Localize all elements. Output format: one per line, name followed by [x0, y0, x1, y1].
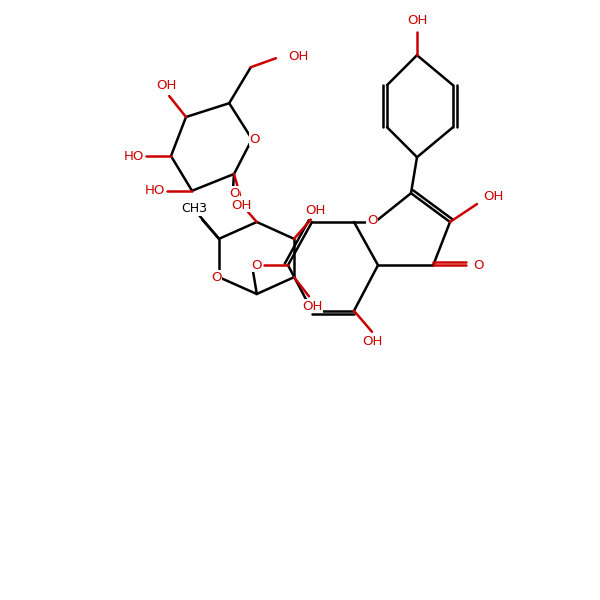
Text: OH: OH: [305, 203, 325, 217]
Text: O: O: [251, 259, 262, 272]
Text: CH3: CH3: [181, 202, 207, 215]
Text: OH: OH: [157, 79, 177, 92]
Text: O: O: [250, 133, 260, 146]
Text: OH: OH: [302, 299, 322, 313]
Text: HO: HO: [124, 149, 144, 163]
Text: OH: OH: [407, 14, 427, 27]
Text: OH: OH: [231, 199, 251, 212]
Text: OH: OH: [288, 50, 308, 63]
Text: OH: OH: [362, 335, 382, 349]
Text: O: O: [367, 214, 377, 227]
Text: O: O: [211, 271, 221, 284]
Text: OH: OH: [483, 190, 503, 203]
Text: O: O: [473, 259, 484, 272]
Text: HO: HO: [145, 184, 165, 197]
Text: O: O: [229, 187, 239, 200]
